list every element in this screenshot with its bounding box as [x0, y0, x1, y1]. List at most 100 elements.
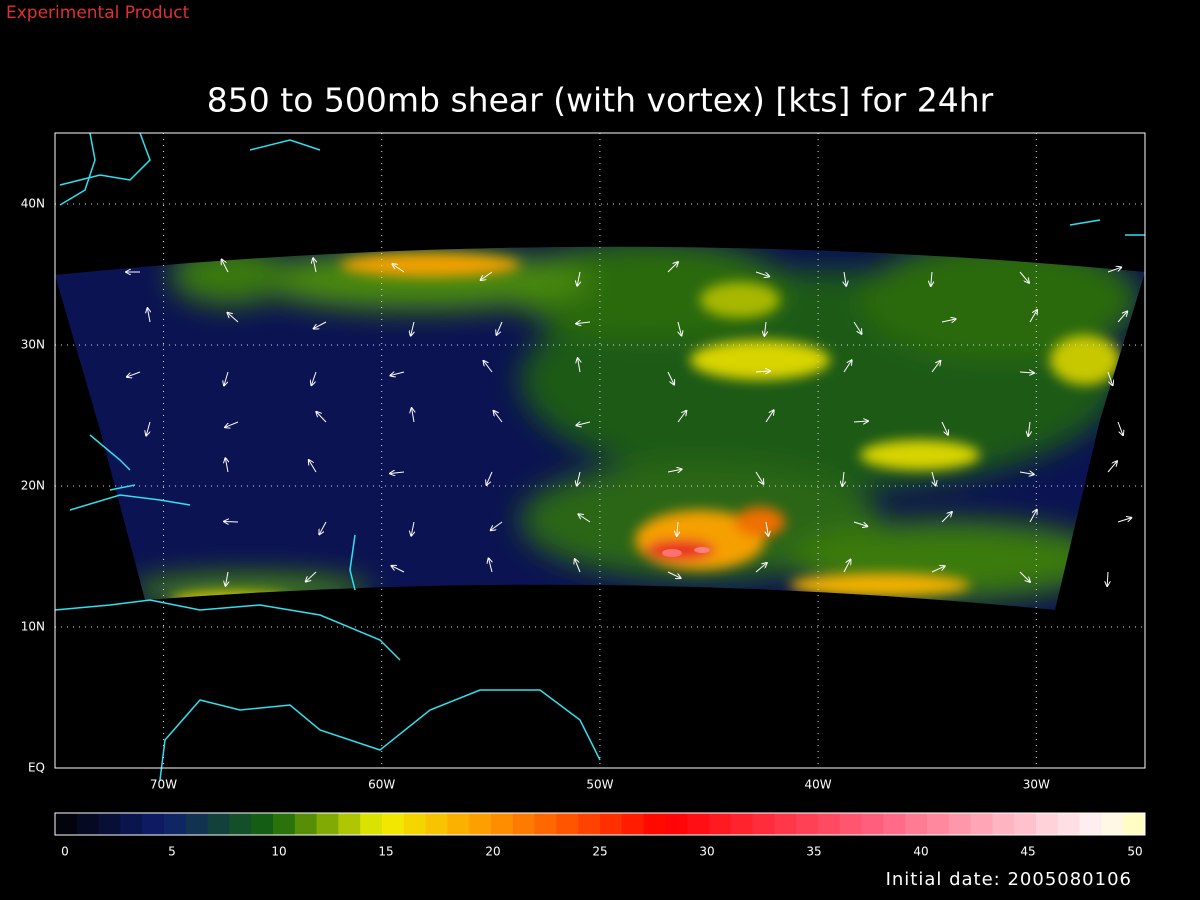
- lat-label: 10N: [21, 620, 45, 634]
- colorbar-swatch: [316, 813, 339, 835]
- lat-label: 40N: [21, 197, 45, 211]
- colorbar-swatch: [142, 813, 165, 835]
- colorbar-label: 5: [168, 845, 176, 859]
- wind-arrow: [313, 258, 316, 273]
- product-label: Experimental Product: [6, 3, 190, 23]
- colorbar-swatch: [360, 813, 383, 835]
- colorbar-swatch: [185, 813, 209, 835]
- wind-arrow: [489, 558, 492, 573]
- colorbar-label: 0: [61, 845, 69, 859]
- wind-arrow: [667, 262, 678, 273]
- wind-arrow: [853, 321, 862, 334]
- wind-arrow: [491, 521, 503, 530]
- colorbar-swatch: [709, 813, 732, 835]
- wind-arrow: [578, 514, 591, 523]
- colorbar-swatch: [578, 813, 601, 835]
- colorbar-swatch: [970, 813, 993, 835]
- colorbar-swatch: [55, 813, 78, 835]
- wind-arrow: [411, 321, 414, 336]
- wind-arrow: [1019, 271, 1029, 283]
- wind-arrow: [853, 521, 867, 526]
- wind-arrow: [222, 260, 229, 273]
- colorbar-label: 10: [271, 845, 286, 859]
- coastlines: [54, 132, 1145, 781]
- wind-arrow: [678, 321, 681, 336]
- wind-arrow: [577, 471, 580, 486]
- lon-label: 60W: [368, 778, 395, 792]
- colorbar-swatch: [512, 813, 536, 835]
- wind-arrow: [941, 319, 956, 322]
- colorbar-swatch: [382, 813, 405, 835]
- wind-arrow: [227, 313, 239, 323]
- wind-arrow: [755, 271, 769, 276]
- wind-arrow: [1117, 518, 1131, 523]
- wind-arrow: [1107, 267, 1121, 273]
- colorbar-label: 25: [592, 845, 607, 859]
- wind-arrow: [486, 471, 493, 485]
- wind-arrow: [764, 321, 766, 336]
- colorbar-swatch: [207, 813, 230, 835]
- wind-arrow: [677, 411, 686, 423]
- wind-arrow: [1107, 571, 1108, 586]
- colorbar-swatch: [273, 813, 296, 835]
- wind-arrow: [755, 563, 767, 573]
- wind-arrow: [576, 422, 591, 425]
- initial-date: Initial date: 2005080106: [886, 869, 1132, 890]
- wind-arrow: [412, 408, 414, 423]
- colorbar-swatch: [164, 813, 187, 835]
- wind-arrow: [481, 271, 493, 280]
- wind-arrow: [843, 360, 852, 373]
- colorbar-swatch: [927, 813, 950, 835]
- wind-arrow: [311, 371, 317, 385]
- wind-arrow: [1117, 311, 1127, 323]
- wind-arrow: [146, 421, 151, 435]
- colorbar-swatch: [229, 813, 252, 835]
- wind-arrow: [1019, 571, 1030, 582]
- wind-arrow: [931, 361, 940, 373]
- colorbar-swatch: [883, 813, 906, 835]
- wind-arrow: [677, 521, 678, 536]
- wind-arrow: [755, 371, 770, 372]
- colorbar-swatch: [861, 813, 884, 835]
- wind-arrow: [496, 321, 503, 335]
- colorbar-label: 20: [485, 845, 500, 859]
- colorbar-swatch: [818, 813, 841, 835]
- wind-arrow: [1029, 510, 1037, 523]
- wind-arrow: [941, 512, 952, 523]
- colorbar-swatch: [120, 813, 143, 835]
- wind-arrow: [1029, 310, 1037, 323]
- colorbar-swatch: [643, 813, 666, 835]
- colorbar-swatch: [98, 813, 121, 835]
- colorbar-swatch: [1101, 813, 1124, 835]
- wind-arrow: [1107, 461, 1117, 473]
- wind-arrow: [577, 271, 580, 286]
- colorbar-label: 15: [378, 845, 393, 859]
- wind-arrow: [309, 460, 317, 473]
- colorbar-label: 30: [699, 845, 714, 859]
- wind-arrow: [853, 421, 868, 422]
- wind-arrow: [842, 471, 844, 486]
- wind-arrow: [494, 411, 503, 423]
- wind-arrow: [667, 469, 682, 472]
- colorbar-label: 50: [1127, 845, 1142, 859]
- colorbar-swatch: [447, 813, 470, 835]
- wind-arrow: [319, 521, 327, 534]
- colorbar-swatch: [752, 813, 775, 835]
- colorbar-swatch: [1014, 813, 1037, 835]
- colorbar-swatch: [534, 813, 557, 835]
- wind-arrow: [484, 361, 493, 373]
- map-title: 850 to 500mb shear (with vortex) [kts] f…: [207, 81, 994, 120]
- colorbar-label: 40: [913, 845, 928, 859]
- wind-arrow: [314, 321, 327, 329]
- colorbar-swatch: [992, 813, 1015, 835]
- map-frame: [54, 132, 1146, 769]
- lat-label: EQ: [28, 761, 45, 775]
- colorbar-swatch: [905, 813, 928, 835]
- colorbar-swatch: [251, 813, 274, 835]
- wind-arrow: [578, 358, 580, 373]
- wind-arrow: [147, 308, 150, 323]
- wind-vectors: [126, 258, 1131, 586]
- wind-arrow: [390, 372, 405, 376]
- wind-arrow: [755, 471, 763, 484]
